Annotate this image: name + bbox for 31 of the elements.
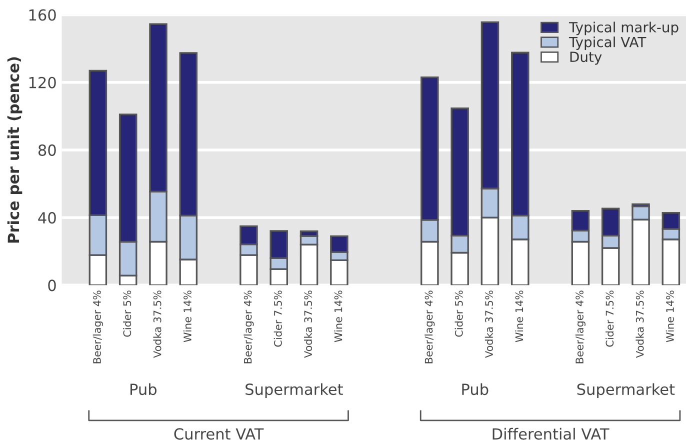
legend-label: Duty	[570, 52, 602, 65]
x-tick-label: Cider 5%	[123, 290, 132, 337]
x-tick-label: Beer/lager 4%	[92, 290, 103, 364]
legend-label: Typical VAT	[568, 36, 646, 50]
x-tick-label: Vodka 37.5%	[484, 290, 493, 358]
x-tick-label: Beer/lager 4%	[575, 290, 586, 364]
y-tick-label: 80	[38, 144, 56, 156]
legend-label: Typical mark-up	[568, 22, 678, 36]
x-tick-label: Vodka 37.5%	[636, 290, 644, 358]
y-tick-label: 0	[48, 280, 56, 292]
x-tick-label: Cider 7.5%	[274, 290, 282, 347]
x-tick-label: Beer/lager 4%	[424, 290, 435, 364]
x-tick-label: Cider 7.5%	[606, 290, 614, 347]
text: Pub	[462, 383, 488, 396]
x-tick-label: Beer/lager 4%	[244, 290, 254, 364]
text: Pub	[130, 383, 156, 396]
x-tick-label: Vodka 37.5%	[153, 290, 162, 358]
text: Differential VAT	[492, 428, 610, 440]
x-tick-label: Wine 14%	[666, 290, 674, 342]
text: Supermarket	[577, 383, 675, 398]
x-tick-label: Vodka 37.5%	[304, 290, 312, 358]
x-tick-label: Wine 14%	[334, 290, 342, 342]
y-tick-label: 120	[29, 76, 56, 88]
text: Supermarket	[246, 383, 343, 398]
x-tick-label: Wine 14%	[183, 290, 192, 342]
y-axis-title: Price per unit (pence)	[7, 57, 22, 243]
x-tick-label: Wine 14%	[515, 290, 524, 342]
text: Current VAT	[174, 428, 264, 440]
x-tick-label: Cider 5%	[454, 290, 463, 337]
y-tick-label: 40	[38, 212, 56, 224]
y-tick-label: 160	[29, 9, 56, 21]
